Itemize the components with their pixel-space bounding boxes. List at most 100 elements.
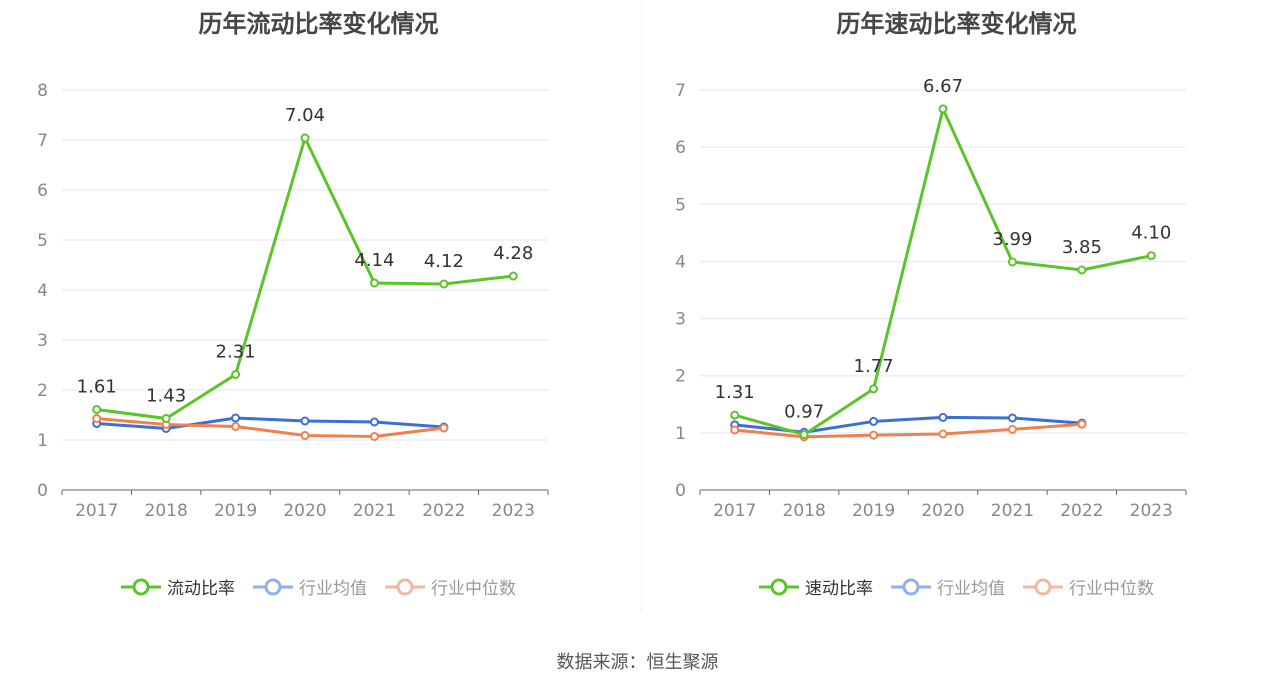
data-label: 7.04 [285,105,325,126]
current-ratio-chart: 历年流动比率变化情况 0 1 2 3 4 5 6 7 8 2017 2018 2019 2020 2021… [0,0,637,612]
data-point[interactable] [439,423,449,433]
x-tick-label: 2021 [991,501,1034,521]
legend-item[interactable]: 流动比率 [121,574,235,599]
data-point[interactable] [1077,265,1087,275]
data-point[interactable] [1007,257,1017,267]
data-point[interactable] [92,414,102,423]
legend-label: 速动比率 [805,579,873,599]
data-label: 4.28 [493,243,533,264]
data-point[interactable] [1007,413,1017,423]
data-label: 1.43 [146,386,186,407]
y-tick-label: 5 [37,231,48,251]
data-point[interactable] [300,133,310,143]
legend-swatch-icon [121,578,161,595]
data-point[interactable] [869,430,879,440]
data-point[interactable] [869,384,879,394]
data-point[interactable] [231,422,241,431]
data-point[interactable] [439,279,449,289]
series-line [734,107,1152,437]
data-label: 3.99 [992,229,1032,250]
legend-item[interactable]: 行业均值 [891,574,1005,599]
data-point[interactable] [730,425,740,435]
data-point[interactable] [369,417,379,427]
legend-label: 行业均值 [937,579,1005,599]
x-tick-label: 2020 [283,501,326,521]
data-point[interactable] [231,413,241,423]
legend-label: 流动比率 [167,579,235,599]
data-point[interactable] [799,430,809,440]
panel-divider [641,0,642,612]
data-point[interactable] [300,431,310,440]
y-tick-label: 5 [675,195,686,215]
data-point[interactable] [730,410,740,420]
series-line [734,422,1082,439]
data-point[interactable] [869,416,879,426]
data-label: 4.14 [354,250,394,271]
y-tick-label: 3 [37,331,48,351]
data-point[interactable] [938,429,948,439]
data-label: 0.97 [784,402,824,423]
legend-swatch-icon [1023,578,1063,595]
data-point[interactable] [369,278,379,288]
y-tick-label: 6 [675,138,686,158]
data-point[interactable] [369,432,379,441]
data-label: 3.85 [1062,237,1102,258]
legend-swatch-icon [385,578,425,595]
x-tick-label: 2022 [1060,501,1103,521]
legend-item[interactable]: 速动比率 [759,574,873,599]
legend-item[interactable]: 行业均值 [253,574,367,599]
chart-title: 历年流动比率变化情况 [198,10,439,38]
series-line [96,417,445,438]
x-tick-label: 2018 [783,501,826,521]
data-label: 4.10 [1131,223,1171,244]
y-tick-label: 6 [37,181,48,201]
x-tick-label: 2017 [75,501,118,521]
data-point[interactable] [1007,424,1017,434]
y-tick-label: 1 [675,424,686,444]
x-tick-label: 2023 [492,501,535,521]
data-point[interactable] [938,412,948,422]
data-point[interactable] [508,271,518,281]
data-label: 2.31 [216,342,256,363]
data-point[interactable] [938,104,948,114]
data-point[interactable] [1146,251,1156,261]
y-tick-label: 8 [37,81,48,101]
data-label: 6.67 [923,76,963,97]
chart-legend: 流动比率 行业均值 行业中位数 [0,574,637,599]
data-label: 4.12 [424,251,464,272]
y-tick-label: 0 [675,481,686,501]
y-tick-label: 2 [37,381,48,401]
legend-label: 行业均值 [299,579,367,599]
x-tick-label: 2019 [852,501,895,521]
chart-legend: 速动比率 行业均值 行业中位数 [638,574,1275,599]
data-point[interactable] [92,405,102,414]
y-tick-label: 7 [675,81,686,101]
y-tick-label: 0 [37,481,48,501]
x-tick-label: 2018 [145,501,188,521]
y-tick-label: 4 [37,281,48,301]
quick-ratio-chart: 历年速动比率变化情况 0 1 2 3 4 5 6 7 2017 2018 2019 2020 2021 2… [638,0,1275,612]
legend-swatch-icon [891,578,931,595]
data-label: 1.77 [854,356,894,377]
data-point[interactable] [161,414,171,423]
x-tick-label: 2017 [713,501,756,521]
x-tick-label: 2023 [1130,501,1173,521]
y-tick-label: 3 [675,310,686,330]
data-label: 1.31 [715,382,755,403]
data-point[interactable] [231,370,241,379]
data-point[interactable] [1077,419,1087,429]
data-point[interactable] [300,416,310,426]
series-line [96,136,514,420]
x-tick-label: 2020 [921,501,964,521]
y-tick-label: 2 [675,367,686,387]
data-label: 1.61 [77,377,117,398]
x-tick-label: 2019 [214,501,257,521]
x-tick-label: 2022 [422,501,465,521]
legend-label: 行业中位数 [431,579,516,599]
legend-swatch-icon [253,578,293,595]
legend-item[interactable]: 行业中位数 [385,574,516,599]
legend-label: 行业中位数 [1069,579,1154,599]
chart-plot-area: 0 1 2 3 4 5 6 7 8 2017 2018 2019 2020 2021 2022 2023 1.6… [37,81,549,521]
legend-item[interactable]: 行业中位数 [1023,574,1154,599]
chart-plot-area: 0 1 2 3 4 5 6 7 2017 2018 2019 2020 2021 2022 2023 1.31… [675,76,1187,521]
